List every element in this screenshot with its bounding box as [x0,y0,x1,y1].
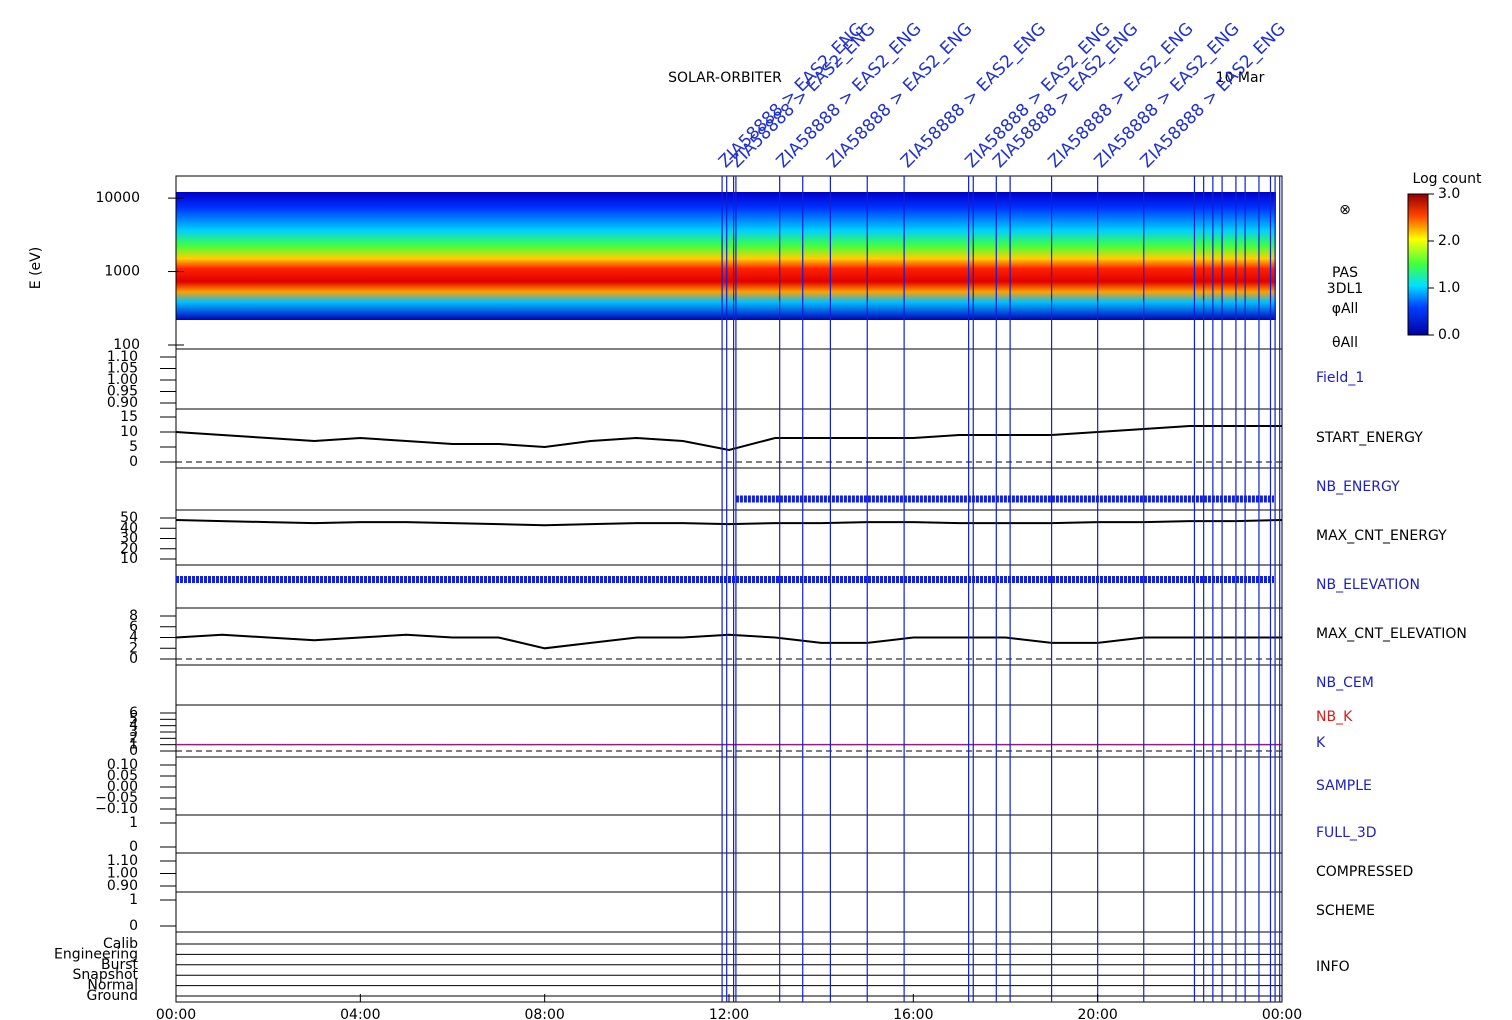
y-tick-label: 30 [120,531,138,547]
x-tick-label: 00:00 [1262,1007,1302,1020]
y-tick-label: 0.95 [107,384,138,400]
panel-label: MAX_CNT_ENERGY [1316,528,1447,544]
y-tick-label: 0.05 [107,768,138,784]
y-tick-label: 1.10 [107,349,138,365]
colorbar-tick-label: 2.0 [1438,233,1460,249]
y-tick-label: 0 [129,743,138,759]
panel-label: NB_ELEVATION [1316,577,1420,593]
panel-frame [175,348,1283,410]
y-tick-label: 10000 [95,190,140,206]
y-tick-label: 50 [120,510,138,526]
panel-frame [175,814,1283,854]
panel-frame [175,704,1283,758]
panel-label: NB_K [1316,709,1353,725]
y-tick-label: 1.00 [107,866,138,882]
y-tick-label: 1.10 [107,853,138,869]
y-tick-label: −0.05 [95,790,138,806]
x-tick-label: 12:00 [709,1007,749,1020]
colorbar-title: Log count [1413,171,1482,187]
x-tick-label: 16:00 [893,1007,933,1020]
panel-frame [175,509,1283,566]
panel-label: NB_ENERGY [1316,479,1400,495]
panel-label: INFO [1316,959,1350,975]
panel-frame [175,607,1283,666]
spectrogram-label: φAll [1332,301,1359,317]
panel-frame [175,664,1283,706]
category-label: Normal [87,978,138,994]
y-tick-label: 0 [129,839,138,855]
panel-frame [175,931,1283,1003]
panel-label: Field_1 [1316,370,1364,386]
y-tick-label: 6 [129,705,138,721]
colorbar [1407,193,1429,336]
category-label: Snapshot [73,967,139,983]
trace [175,633,1282,650]
panel-frame [175,564,1283,609]
panel-label: MAX_CNT_ELEVATION [1316,626,1467,642]
y-tick-label: 2 [129,640,138,656]
y-tick-label: 0.90 [107,395,138,411]
colorbar-tick-label: 0.0 [1438,327,1460,343]
trace [175,425,1282,452]
category-label: Engineering [54,946,138,962]
panel-frame [175,891,1283,933]
y-tick-label: 40 [120,520,138,536]
panel-label: START_ENERGY [1316,430,1423,446]
y-tick-label: −0.10 [95,801,138,817]
y-tick-label: 6 [129,619,138,635]
y-tick-label: 10 [120,551,138,567]
y-tick-label: 8 [129,608,138,624]
category-label: Calib [103,936,138,952]
y-tick-label: 0 [129,918,138,934]
panel-frame [175,756,1283,816]
spectrogram-label: θAll [1332,335,1358,351]
y-tick-label: 1.05 [107,361,138,377]
spectrogram-label: 3DL1 [1327,281,1363,297]
panel-frame [175,467,1283,511]
panel-label: COMPRESSED [1316,864,1413,880]
panel-label: SAMPLE [1316,778,1372,794]
y-tick-label: 5 [129,439,138,455]
panel-label: NB_CEM [1316,675,1374,691]
y-tick-label: 5 [129,711,138,727]
spectrogram [176,192,1276,320]
panel-frame [175,852,1283,893]
category-label: Burst [101,957,139,973]
y-tick-label: 1 [129,737,138,753]
y-tick-label: 0 [129,651,138,667]
y-tick-label: 1 [129,815,138,831]
y-tick-label: 0.00 [107,779,138,795]
trace [175,519,1283,527]
panel-label: SCHEME [1316,903,1375,919]
y-tick-label: 20 [120,541,138,557]
y-tick-label: 15 [120,409,138,425]
title: SOLAR-ORBITER [668,70,782,86]
y-tick-label: 1.00 [107,372,138,388]
x-tick-label: 20:00 [1077,1007,1117,1020]
date: 10 Mar [1216,70,1265,86]
spectrogram-label: PAS [1332,265,1358,281]
x-tick-label: 08:00 [524,1007,564,1020]
y-axis-label: E (eV) [28,247,44,289]
y-tick-label: 100 [113,337,140,353]
y-tick-label: 0 [129,454,138,470]
colorbar-tick-label: 1.0 [1438,280,1460,296]
spectrogram-label: ⊗ [1339,202,1351,218]
y-tick-label: 0.10 [107,757,138,773]
y-tick-label: 3 [129,724,138,740]
y-tick-label: 1 [129,892,138,908]
panel-label: K [1316,735,1326,751]
y-tick-label: 2 [129,730,138,746]
x-tick-label: 04:00 [340,1007,380,1020]
panel-label: FULL_3D [1316,825,1377,841]
colorbar-tick-label: 3.0 [1438,186,1460,202]
y-tick-label: 10 [120,424,138,440]
y-tick-label: 1000 [104,264,140,280]
category-label: Ground [87,988,139,1004]
y-tick-label: 4 [129,630,138,646]
y-tick-label: 0.90 [107,878,138,894]
x-tick-label: 00:00 [156,1007,196,1020]
y-tick-label: 4 [129,718,138,734]
